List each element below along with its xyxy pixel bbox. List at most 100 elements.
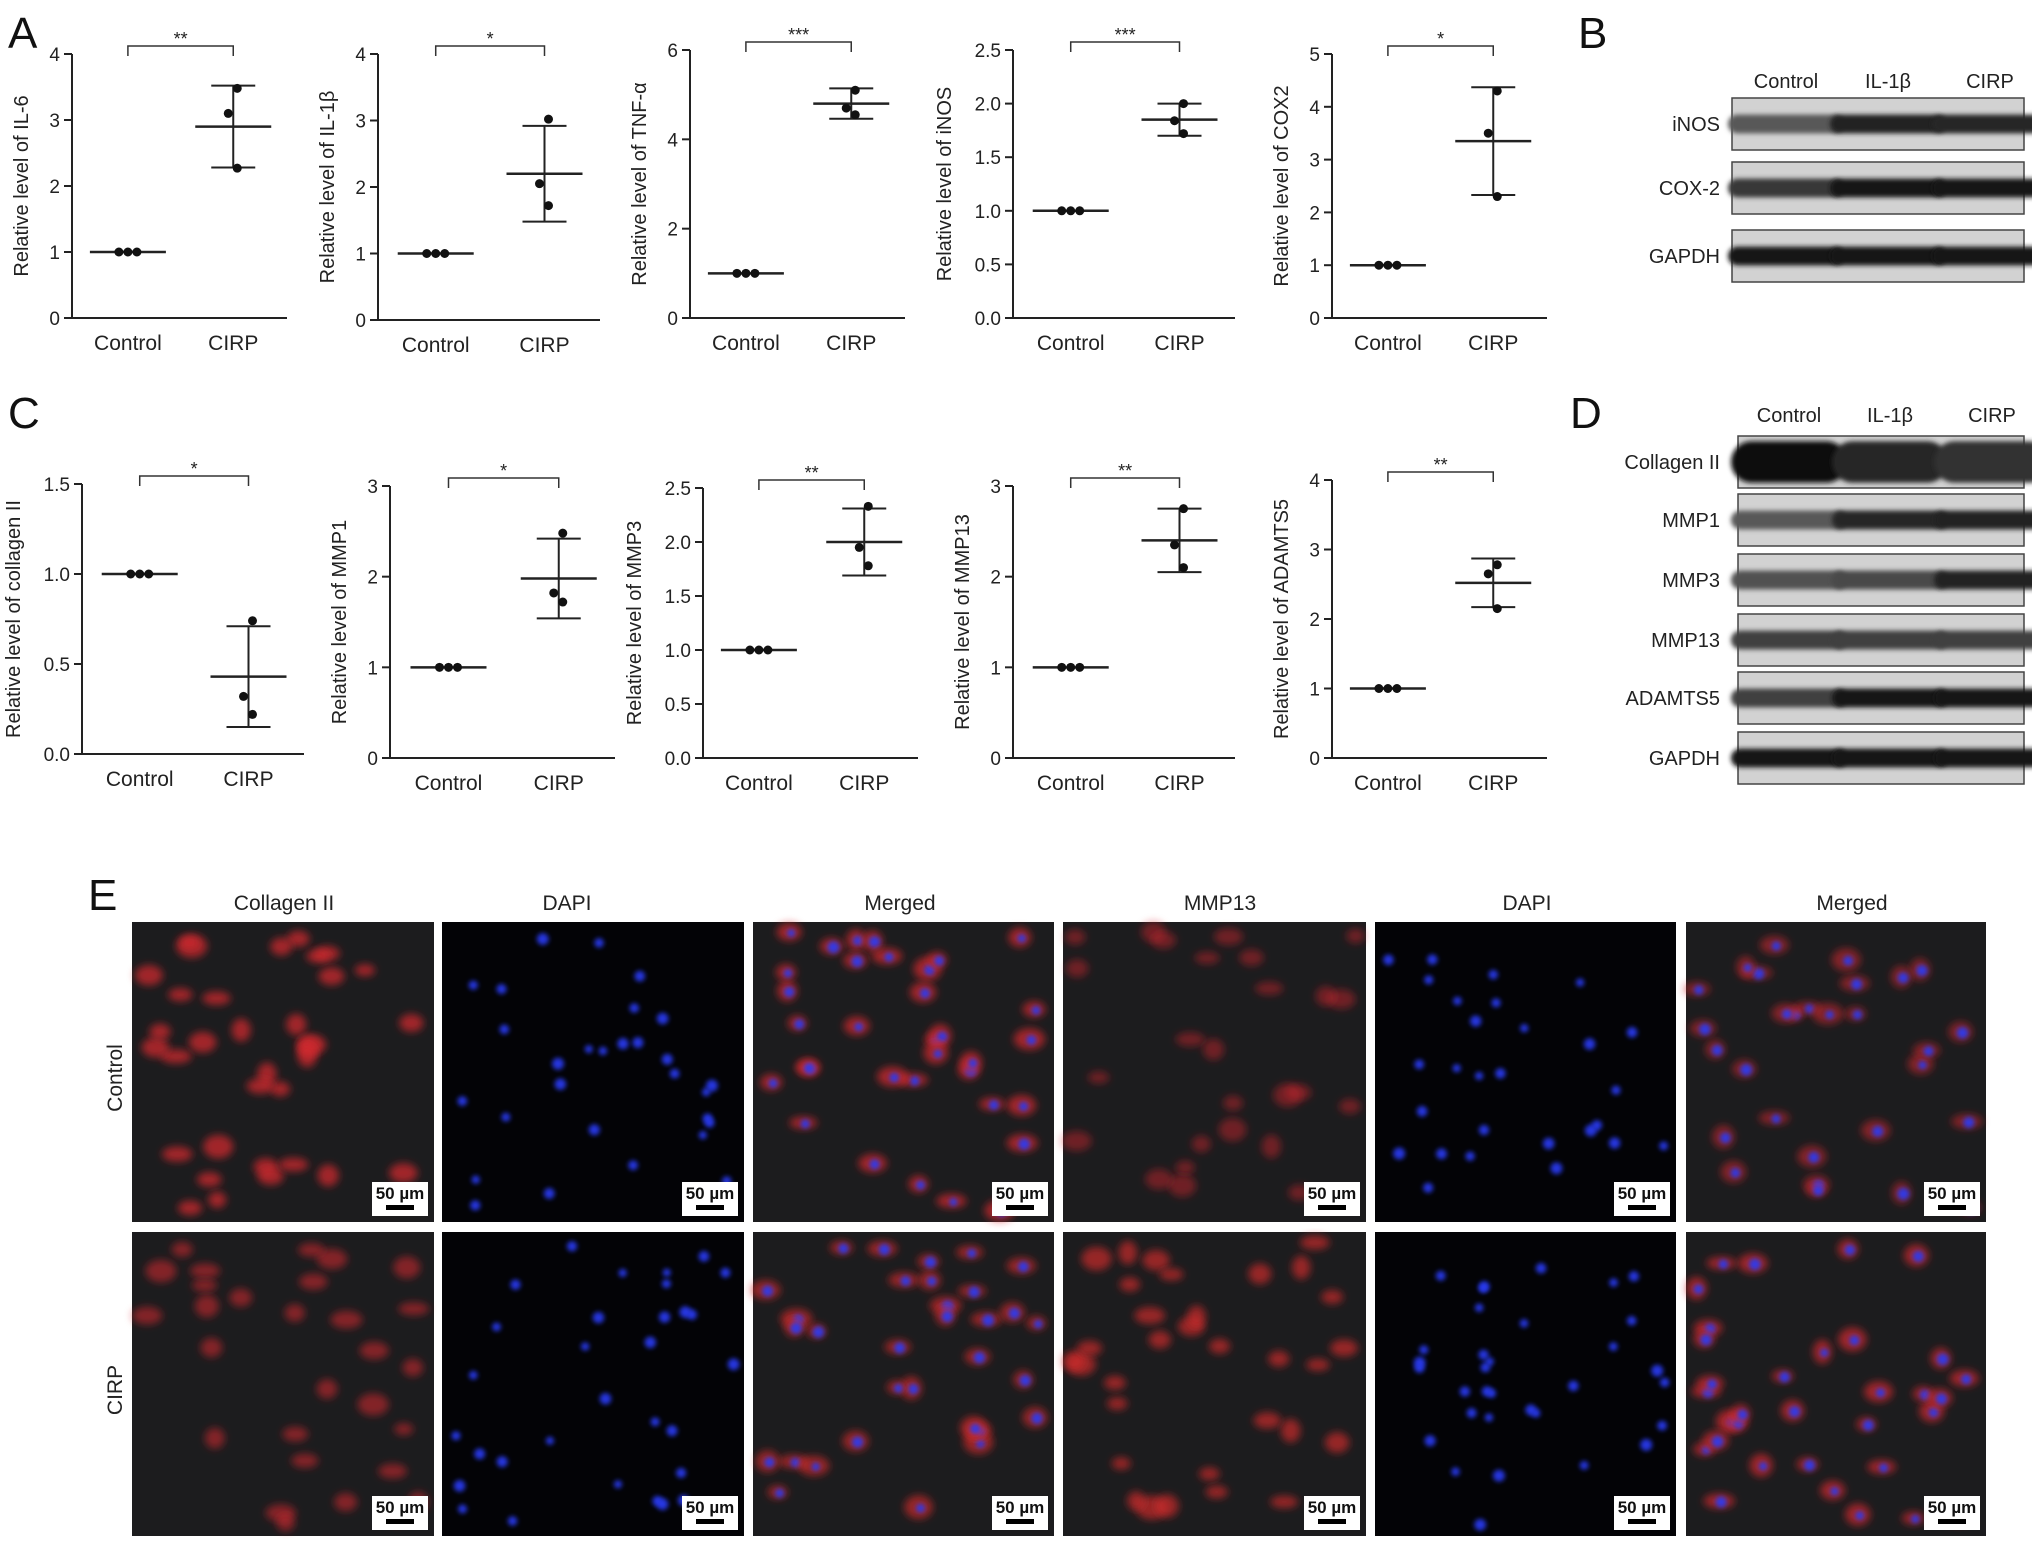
nucleus (1711, 1435, 1724, 1448)
nucleus (704, 1117, 715, 1128)
cell-signal (1330, 1339, 1358, 1357)
data-point (1179, 129, 1188, 139)
nucleus (1935, 1393, 1948, 1405)
y-tick-label: 2.0 (665, 533, 691, 554)
significance-bracket (447, 477, 560, 488)
data-point (248, 709, 257, 719)
y-tick-label: 1 (49, 243, 60, 264)
nucleus (1626, 1316, 1637, 1326)
nucleus (838, 1243, 849, 1254)
nucleus (618, 1268, 627, 1278)
y-tick-label: 1 (1309, 680, 1320, 701)
scale-bar-label: 50 µm (376, 1498, 425, 1517)
cell-signal (1118, 1240, 1138, 1265)
nucleus (1789, 1406, 1801, 1418)
scale-bar-box (992, 1182, 1048, 1216)
nucleus (970, 1423, 981, 1434)
data-point (558, 597, 568, 607)
nucleus (924, 1256, 937, 1269)
nucleus (1485, 1357, 1494, 1366)
cell-signal (357, 1393, 389, 1416)
nucleus (1963, 1117, 1975, 1129)
nucleus (566, 1241, 578, 1252)
data-point (841, 103, 851, 113)
nucleus (629, 1003, 639, 1013)
blot-d-band (1934, 688, 2032, 708)
data-point (422, 249, 432, 258)
nucleus (1419, 1345, 1429, 1355)
nucleus (975, 1438, 985, 1448)
data-point (1179, 504, 1188, 514)
nucleus (967, 1248, 977, 1258)
cell-signal (1087, 1071, 1110, 1084)
nucleus (1026, 1035, 1037, 1045)
nucleus (894, 1342, 906, 1354)
cell-signal (316, 1379, 338, 1399)
data-point (132, 247, 142, 257)
significance-label: * (1437, 29, 1444, 49)
nucleus (1019, 1101, 1029, 1111)
nucleus (1414, 1362, 1425, 1374)
cell-signal (197, 1172, 222, 1187)
significance-label: * (487, 29, 494, 49)
cell-signal (1175, 1160, 1195, 1175)
nucleus (1452, 1064, 1461, 1073)
significance-bracket (1069, 41, 1181, 52)
blot-b-band (1728, 178, 1844, 198)
data-point (144, 569, 154, 579)
nucleus (783, 969, 793, 978)
data-point (854, 542, 864, 552)
x-category-label: Control (1037, 772, 1105, 795)
cell-signal (334, 1492, 358, 1512)
y-tick-label: 2.5 (975, 41, 1001, 62)
cell-signal (1255, 981, 1284, 996)
nucleus (1911, 1514, 1920, 1524)
western-blot-b: Control IL-1β CIRP iNOS COX-2 GAPDH (1649, 71, 2032, 283)
nucleus (968, 1058, 978, 1068)
cell-signal (200, 1337, 223, 1358)
nucleus (1436, 1148, 1447, 1160)
nucleus (1470, 1015, 1482, 1027)
nucleus (1383, 954, 1394, 966)
nucleus (1542, 1137, 1555, 1150)
nucleus (1897, 972, 1909, 984)
blot-d-band (1832, 748, 1948, 768)
nucleus (1451, 1467, 1460, 1476)
nucleus (1031, 1412, 1043, 1424)
micrograph-1-4: 50 µm (1375, 1232, 1676, 1536)
cell-signal (205, 1427, 225, 1449)
nucleus (1825, 1010, 1834, 1019)
y-tick-label: 3 (1309, 541, 1320, 562)
nucleus (924, 964, 935, 976)
nucleus (1478, 1124, 1490, 1136)
nucleus (1918, 1060, 1927, 1070)
cell-signal (1339, 1098, 1361, 1114)
nucleus (1844, 1244, 1856, 1256)
y-tick-label: 0.0 (44, 745, 70, 766)
nucleus (1749, 1258, 1761, 1271)
micro-col-mmp13: MMP13 (1184, 892, 1256, 915)
cell-signal (359, 1341, 389, 1360)
micrograph-background (442, 1232, 744, 1536)
data-point (123, 247, 133, 257)
cell-signal (1268, 1350, 1290, 1367)
y-tick-label: 0 (355, 311, 366, 332)
data-point (1374, 260, 1384, 270)
nucleus (1659, 1377, 1670, 1388)
cell-signal (132, 1306, 163, 1325)
scale-bar (1628, 1205, 1656, 1210)
nucleus (851, 955, 863, 968)
nucleus (933, 1049, 943, 1059)
data-point (1492, 86, 1502, 96)
data-point (1392, 260, 1402, 270)
x-category-label: CIRP (534, 772, 584, 795)
cell-signal (177, 1200, 203, 1216)
data-point (558, 528, 568, 538)
y-tick-label: 2 (667, 220, 678, 241)
micro-col-merged-1: Merged (864, 892, 935, 915)
x-category-label: CIRP (1468, 332, 1518, 355)
nucleus (592, 1311, 605, 1324)
nucleus (458, 1504, 468, 1514)
cell-signal (318, 967, 345, 986)
